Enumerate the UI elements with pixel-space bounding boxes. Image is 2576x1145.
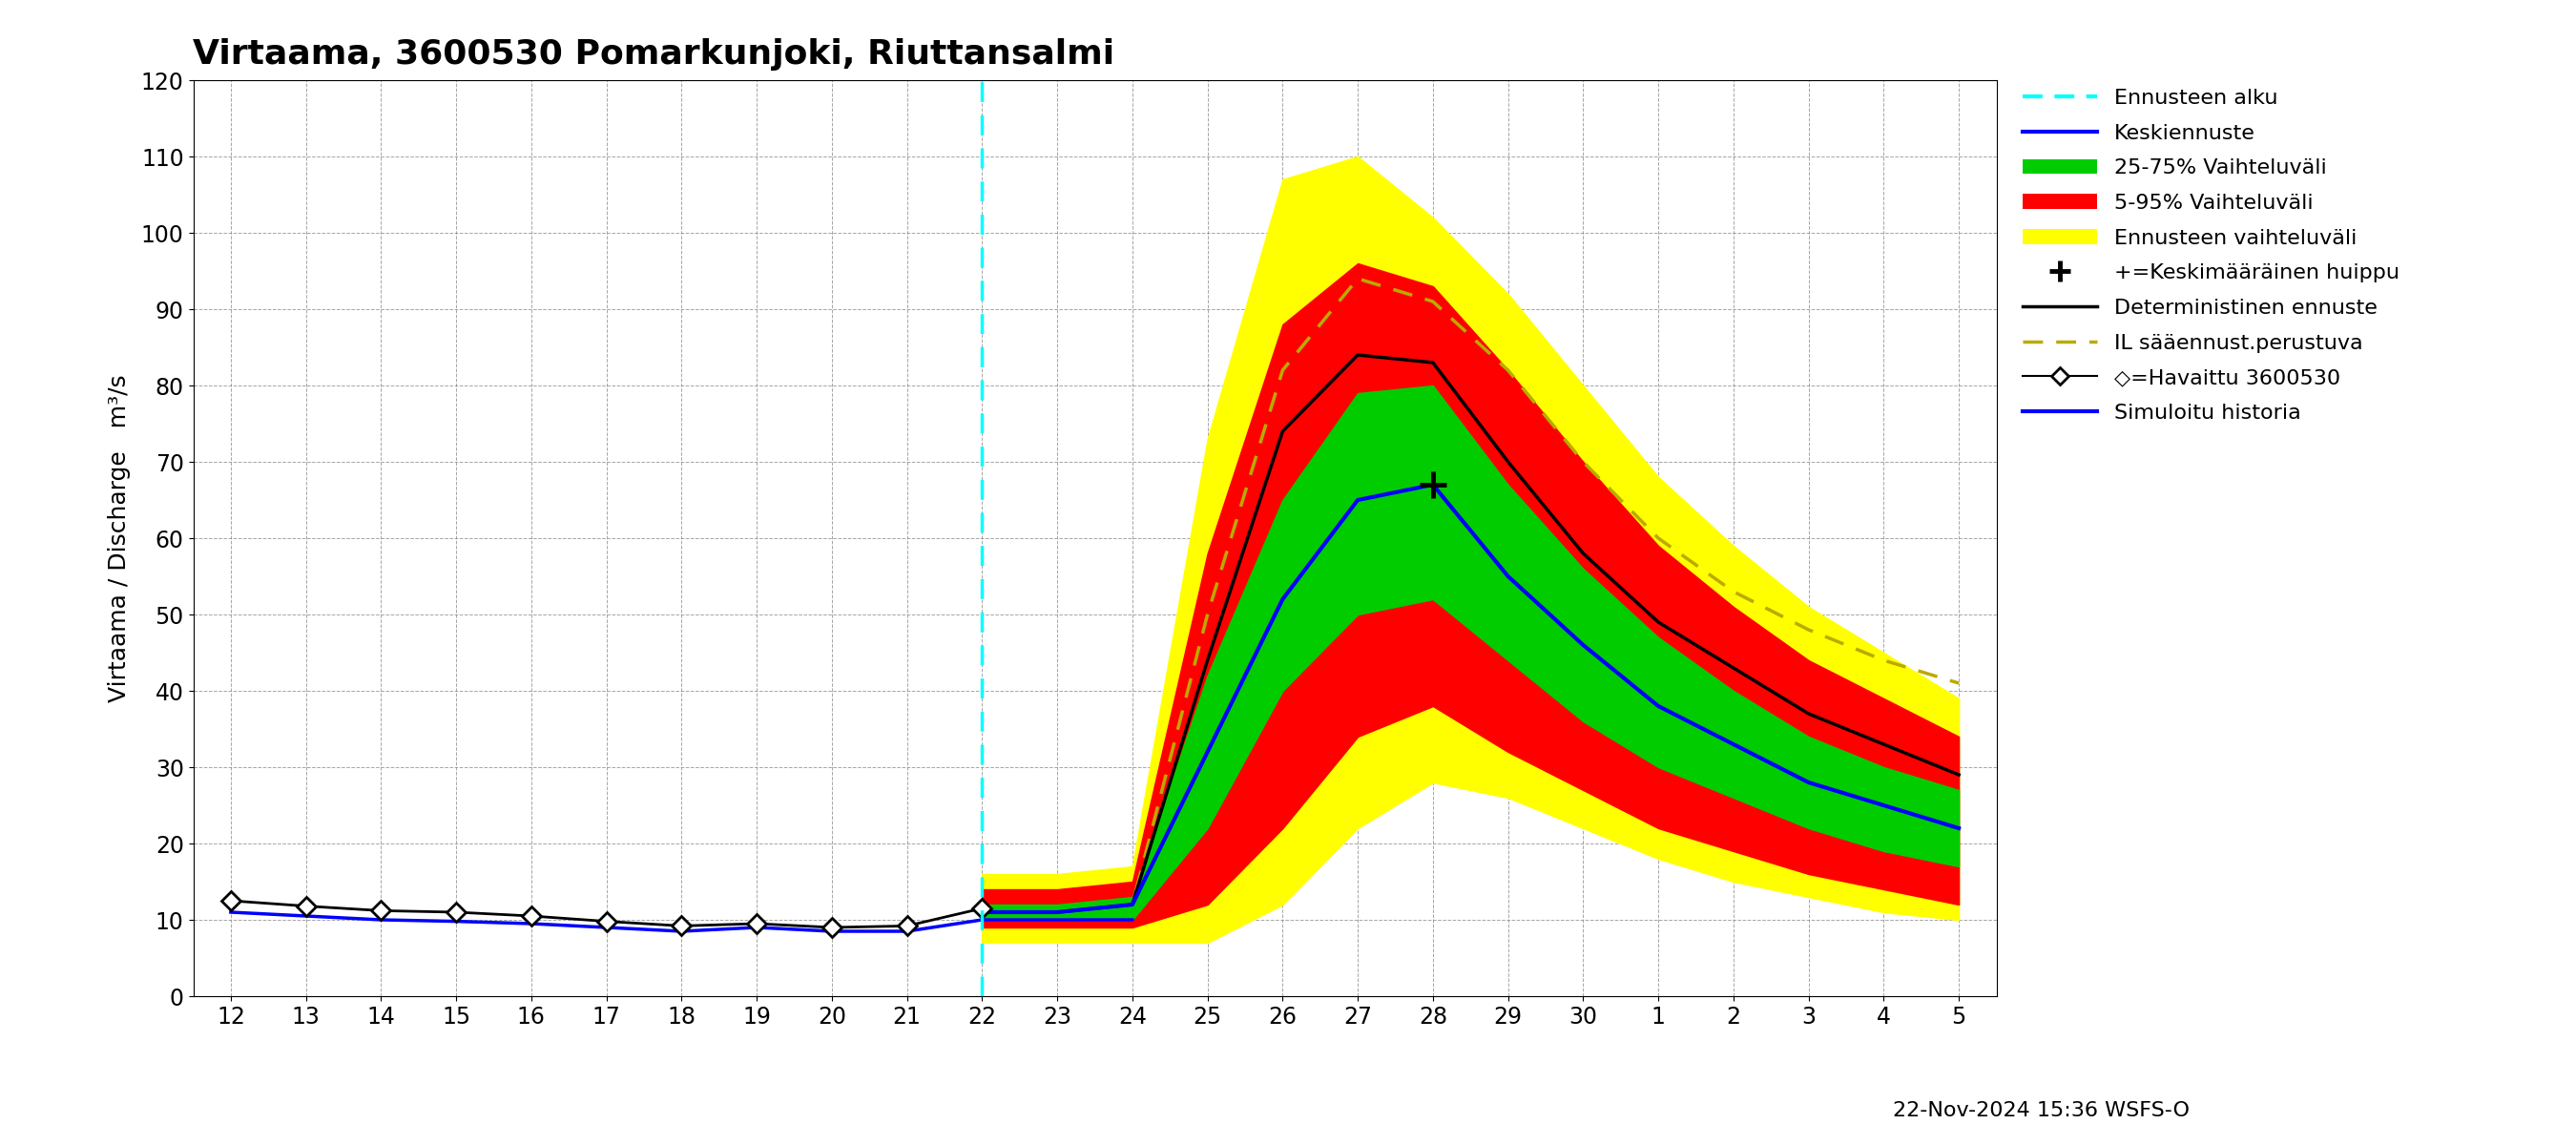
- Y-axis label: Virtaama / Discharge   m³/s: Virtaama / Discharge m³/s: [108, 374, 131, 702]
- Text: Virtaama, 3600530 Pomarkunjoki, Riuttansalmi: Virtaama, 3600530 Pomarkunjoki, Riuttans…: [193, 39, 1115, 71]
- Legend: Ennusteen alku, Keskiennuste, 25-75% Vaihteluväli, 5-95% Vaihteluväli, Ennusteen: Ennusteen alku, Keskiennuste, 25-75% Vai…: [2014, 80, 2409, 431]
- Text: 22-Nov-2024 15:36 WSFS-O: 22-Nov-2024 15:36 WSFS-O: [1893, 1100, 2190, 1120]
